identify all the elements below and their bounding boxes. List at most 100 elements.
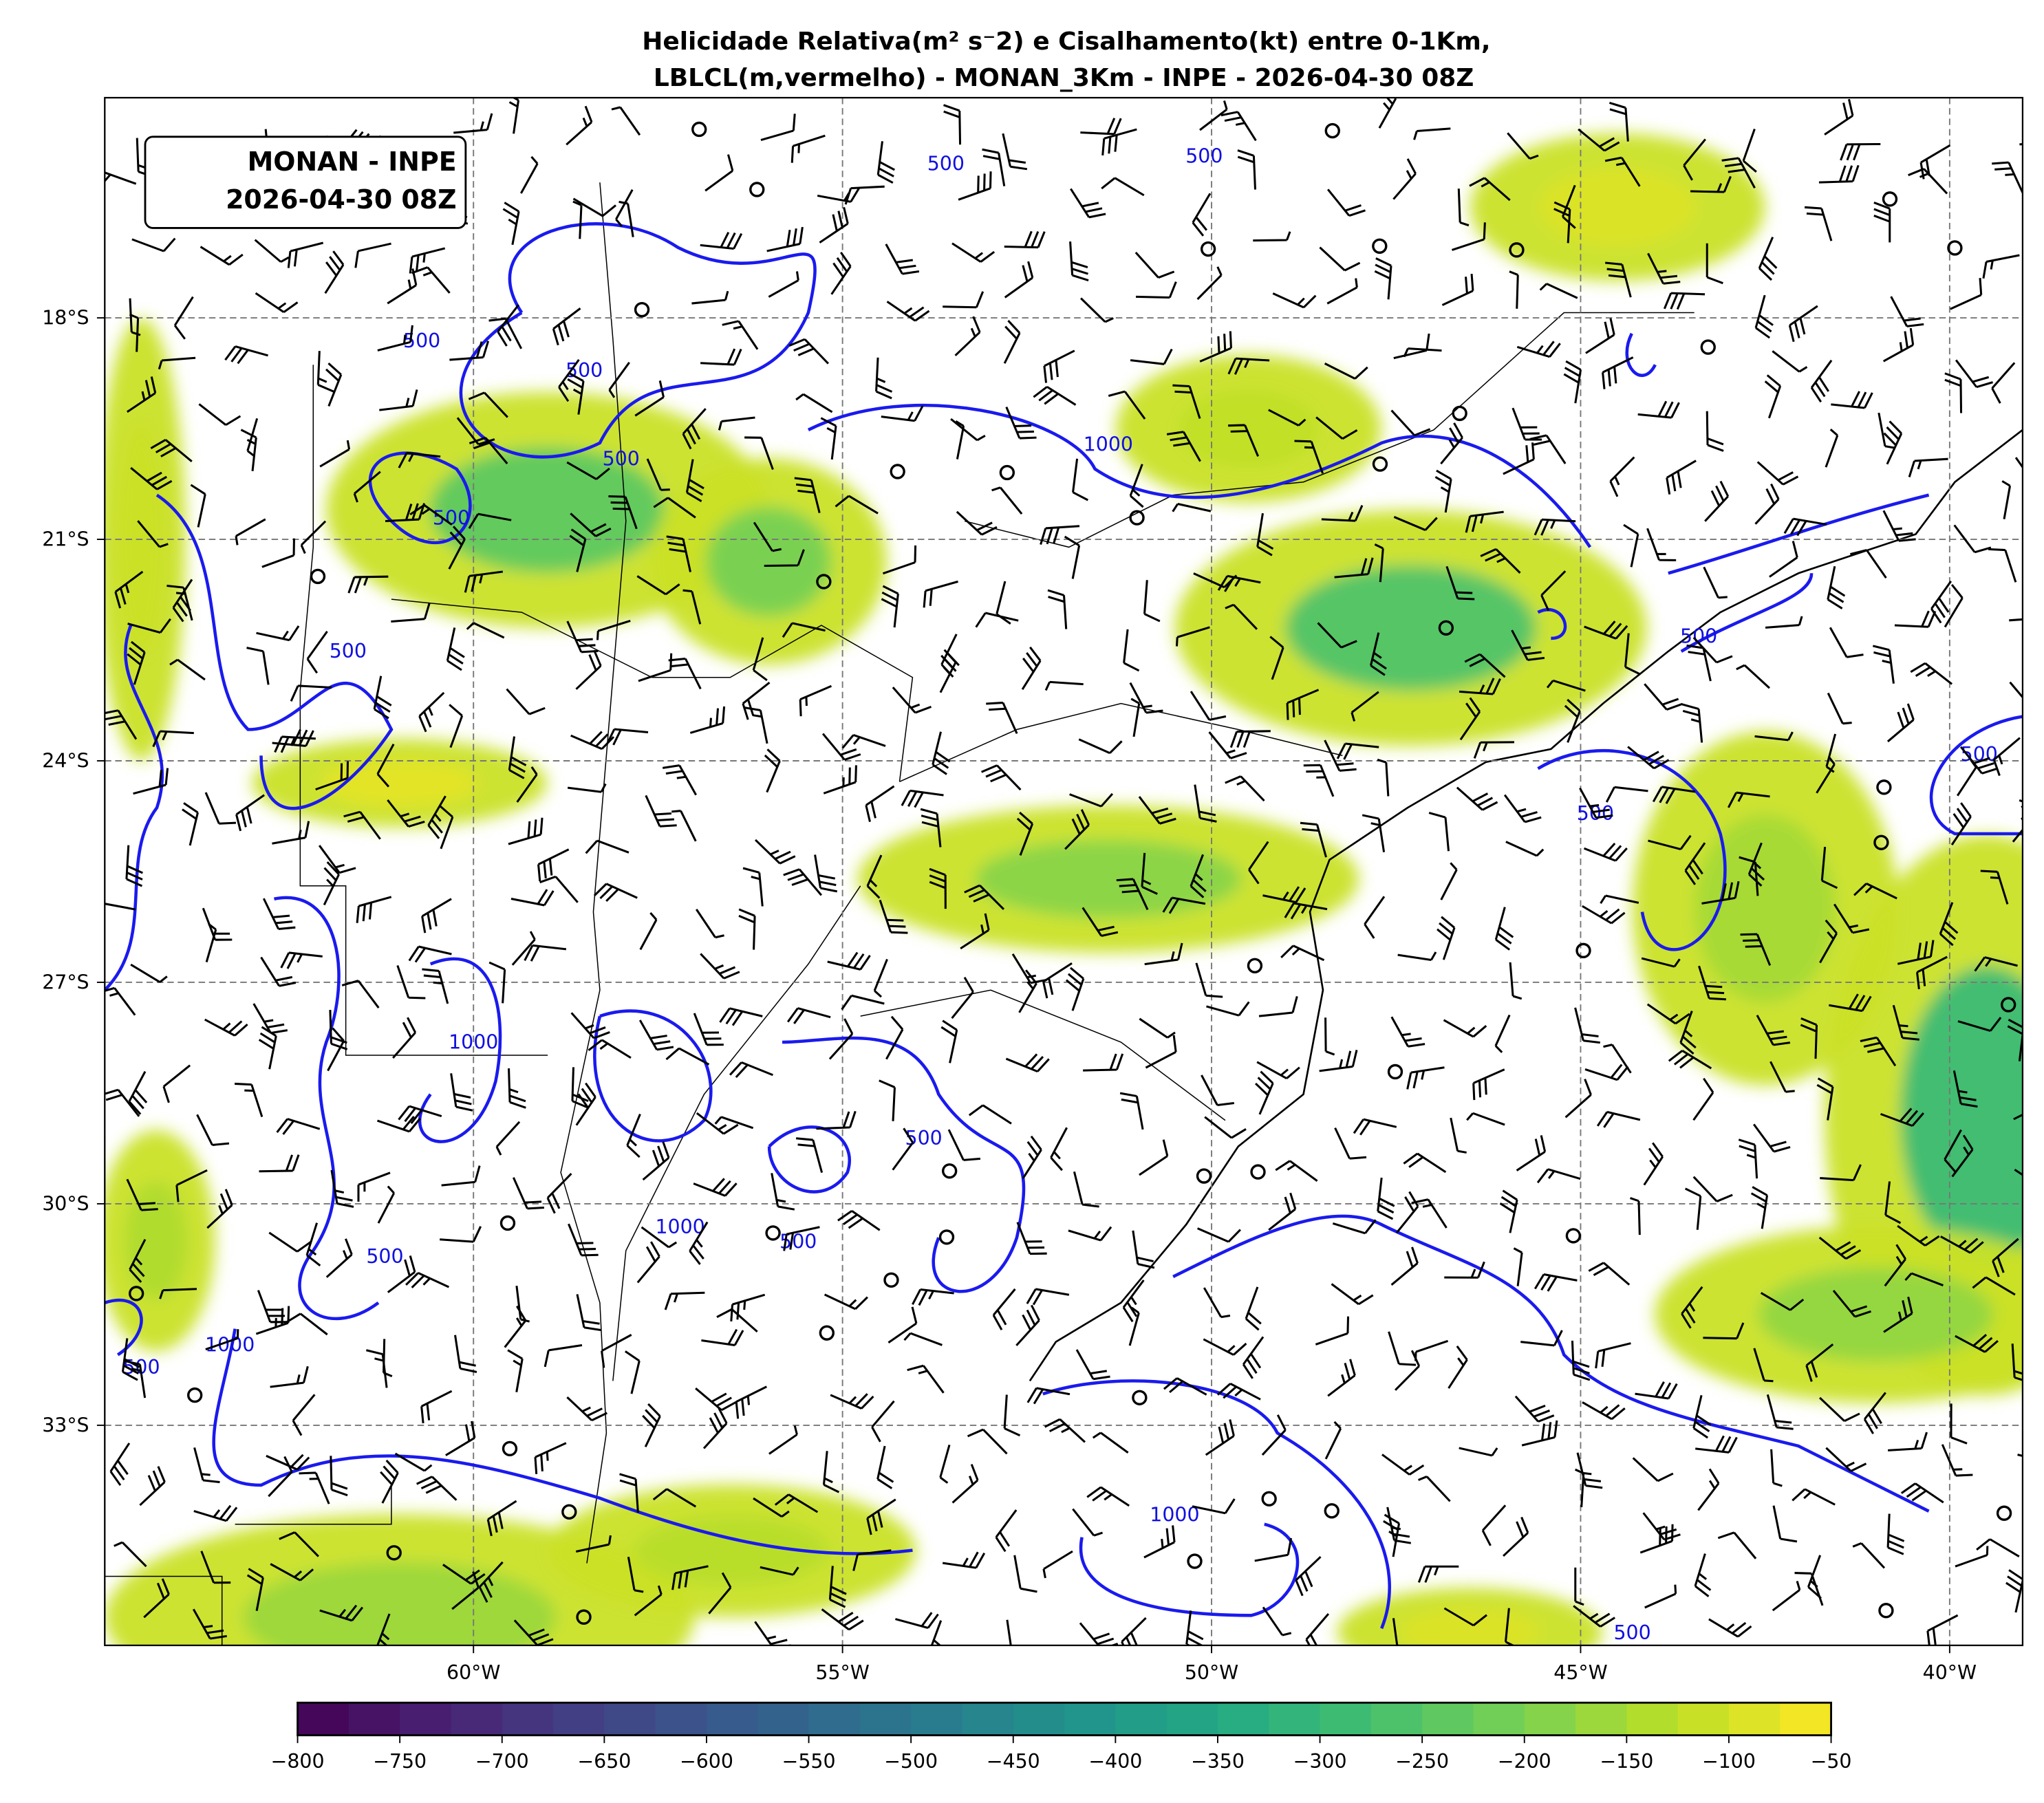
wind-barb	[240, 429, 257, 471]
wind-barb	[405, 1272, 450, 1288]
wind-barb	[1229, 730, 1271, 748]
wind-barb	[1564, 1079, 1592, 1119]
colorbar-bin	[348, 1703, 401, 1736]
colorbar-bin	[808, 1703, 861, 1736]
wind-barb	[442, 1564, 486, 1585]
wind-barb	[1684, 842, 1706, 885]
wind-barb	[1172, 384, 1201, 419]
contour-line	[155, 493, 394, 810]
wind-barb	[1534, 1273, 1578, 1292]
wind-barb	[1253, 231, 1291, 242]
wind-barb	[200, 1551, 231, 1584]
wind-barb	[1064, 535, 1081, 579]
colorbar-bin	[502, 1703, 554, 1736]
wind-barb	[1721, 157, 1756, 188]
wind-barb	[744, 436, 774, 471]
wind-barb	[1300, 821, 1327, 858]
wind-barb	[742, 867, 764, 907]
wind-barb	[1944, 372, 1963, 413]
wind-barb	[285, 1313, 328, 1336]
wind-barb	[1832, 1290, 1871, 1318]
wind-barb	[754, 839, 796, 865]
wind-barb	[821, 733, 861, 761]
wind-barb	[652, 1488, 697, 1508]
wind-barb	[1192, 1498, 1236, 1515]
wind-barb	[1268, 1192, 1297, 1231]
wind-barb	[235, 518, 266, 546]
wind-barb	[932, 731, 951, 775]
wind-barb	[205, 923, 217, 962]
wind-barb	[700, 348, 742, 366]
wind-barb	[569, 528, 587, 572]
wind-barb	[1509, 270, 1519, 309]
wind-barb	[716, 1308, 758, 1332]
wind-barb	[1441, 273, 1474, 306]
wind-barb	[685, 459, 704, 503]
wind-barb	[261, 538, 295, 568]
calm-barb-circle	[1200, 241, 1216, 257]
wind-barb	[1944, 1129, 1962, 1174]
wind-barb	[702, 1407, 728, 1449]
wind-barb	[1044, 680, 1084, 691]
wind-barb	[1992, 1238, 2019, 1277]
wind-barb	[1015, 1304, 1040, 1346]
wind-barb	[1295, 1555, 1322, 1597]
wind-barb	[951, 242, 996, 263]
wind-barb	[782, 622, 826, 638]
wind-barb	[1941, 1444, 1973, 1477]
wind-barb	[1166, 431, 1201, 462]
wind-barb	[768, 271, 799, 298]
contour-label: 500	[433, 507, 470, 530]
wind-barb	[901, 789, 944, 808]
border-line	[391, 598, 914, 782]
wind-barb	[445, 1421, 476, 1456]
wind-barb	[1991, 362, 2016, 404]
colorbar-bin	[706, 1703, 759, 1736]
coastline	[1029, 429, 2023, 1382]
contour-label: 1000	[655, 1216, 704, 1238]
wind-barb	[1195, 962, 1223, 998]
wind-barb	[939, 1444, 951, 1484]
wind-barb	[1908, 168, 1948, 195]
wind-barb	[1956, 759, 1977, 797]
wind-barb	[1888, 1432, 1928, 1451]
wind-barb	[1582, 1401, 1626, 1421]
wind-barb	[876, 141, 895, 184]
wind-barb	[511, 931, 536, 966]
wind-barb	[347, 575, 389, 594]
wind-barb	[1805, 1343, 1834, 1382]
wind-barb	[601, 1334, 632, 1368]
wind-barb	[127, 640, 146, 685]
wind-barb	[735, 1385, 767, 1419]
wind-barb	[204, 792, 237, 825]
wind-barb	[1683, 138, 1706, 181]
wind-barb	[1521, 1420, 1558, 1447]
calm-barb-circle	[819, 1325, 835, 1341]
wind-barb	[1503, 794, 1542, 823]
wind-barb	[192, 1608, 227, 1640]
wind-barb	[830, 251, 852, 295]
wind-barb	[967, 1428, 1008, 1455]
wind-barb	[1228, 424, 1260, 457]
calm-barb-circle	[1575, 942, 1591, 959]
wind-barb	[190, 484, 206, 528]
wind-barb	[109, 1443, 131, 1486]
helicity-core	[321, 759, 478, 807]
wind-barb	[1882, 510, 1916, 542]
wind-barb	[173, 296, 194, 340]
wind-barb	[454, 1335, 477, 1374]
calm-barb-circle	[765, 1225, 781, 1241]
political-borders	[105, 182, 2023, 1645]
contour-line	[1042, 1379, 1391, 1630]
wind-barb	[611, 106, 641, 136]
wind-barb	[695, 909, 724, 939]
wind-barb	[841, 734, 886, 749]
calm-barb-circle	[1996, 1505, 2012, 1521]
wind-barb	[1753, 1348, 1774, 1383]
wind-barb	[512, 1177, 544, 1210]
colorbar-tick-label: −200	[1498, 1750, 1551, 1773]
wind-barb	[1818, 164, 1860, 184]
calm-barb-circle	[749, 182, 765, 197]
wind-barb	[1383, 1513, 1401, 1557]
wind-barb	[1516, 341, 1561, 358]
